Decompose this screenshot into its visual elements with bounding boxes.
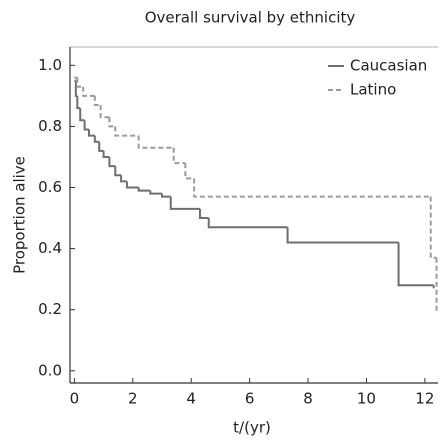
survival-step bbox=[149, 190, 162, 195]
survival-step bbox=[125, 181, 139, 189]
survival-step bbox=[108, 156, 116, 168]
x-tick-label: 2 bbox=[128, 390, 138, 408]
survival-step bbox=[114, 166, 122, 177]
survival-step bbox=[93, 135, 100, 143]
x-tick-label: 0 bbox=[70, 390, 80, 408]
survival-step bbox=[108, 117, 116, 128]
survival-step bbox=[169, 196, 200, 210]
survival-step bbox=[286, 227, 399, 244]
survival-step bbox=[79, 108, 85, 122]
survival-step bbox=[114, 126, 139, 137]
survival-step bbox=[184, 163, 195, 180]
legend-label: Latino bbox=[350, 81, 396, 99]
survival-step bbox=[137, 135, 174, 149]
survival-step bbox=[76, 77, 84, 88]
survival-step bbox=[99, 105, 110, 119]
y-tick-label: 1.0 bbox=[38, 56, 62, 74]
survival-step bbox=[76, 95, 81, 110]
y-axis-label: Proportion alive bbox=[11, 156, 29, 274]
x-axis-label: t/(yr) bbox=[233, 419, 271, 437]
survival-step bbox=[397, 242, 434, 287]
survival-step bbox=[98, 141, 104, 152]
y-tick-label: 0.8 bbox=[38, 117, 62, 135]
x-tick-label: 12 bbox=[415, 390, 434, 408]
survival-step bbox=[93, 95, 101, 107]
survival-step bbox=[161, 193, 171, 198]
y-tick-label: 0.6 bbox=[38, 178, 62, 196]
survival-step bbox=[102, 150, 110, 158]
x-tick-label: 10 bbox=[357, 390, 376, 408]
survival-step bbox=[137, 187, 151, 192]
survival-step bbox=[193, 178, 431, 198]
survival-step bbox=[429, 196, 437, 259]
chart-title: Overall survival by ethnicity bbox=[145, 9, 356, 27]
y-tick-label: 0.0 bbox=[38, 361, 62, 379]
survival-step bbox=[172, 147, 186, 165]
x-tick-label: 4 bbox=[186, 390, 196, 408]
survival-step bbox=[87, 129, 95, 137]
survival-step bbox=[74, 80, 78, 97]
survival-step bbox=[120, 175, 127, 183]
y-tick-label: 0.4 bbox=[38, 239, 62, 257]
survival-step bbox=[207, 218, 288, 229]
survival-step bbox=[82, 86, 95, 97]
x-tick-label: 6 bbox=[245, 390, 255, 408]
y-tick-label: 0.2 bbox=[38, 300, 62, 318]
x-tick-label: 8 bbox=[303, 390, 313, 408]
legend-label: Caucasian bbox=[350, 57, 427, 75]
survival-step bbox=[83, 120, 89, 131]
survival-step bbox=[198, 208, 209, 220]
